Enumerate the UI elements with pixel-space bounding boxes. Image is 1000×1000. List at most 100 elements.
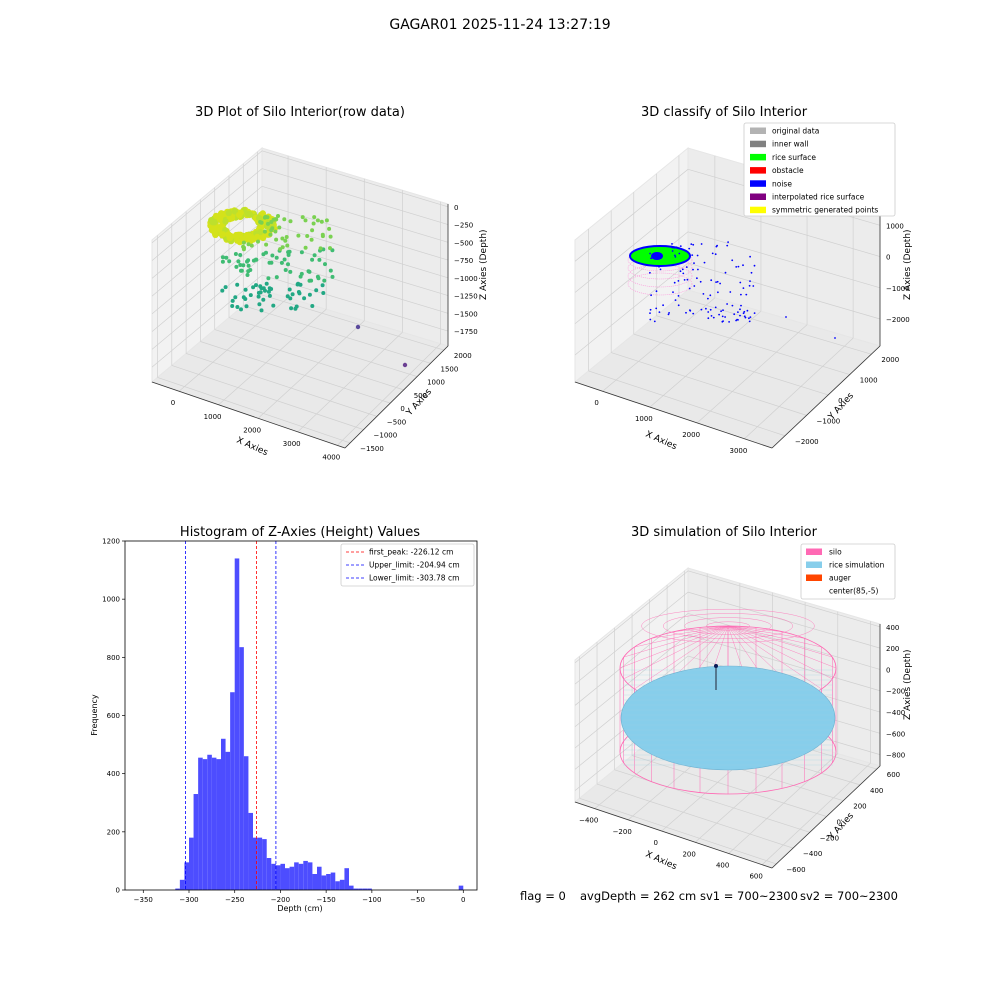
noise-point: [658, 311, 661, 313]
legend-label: first_peak: -226.12 cm: [369, 548, 453, 557]
data-point: [311, 221, 316, 226]
noise-point: [711, 252, 714, 255]
noise-point: [721, 315, 724, 318]
data-point: [274, 237, 279, 242]
panel3-histogram: −350 −300 −250 −200 −150 −100 −50 0 0 200 400 600 80…: [102, 538, 478, 904]
grid-line: [633, 333, 829, 396]
histogram-frame: [124, 540, 478, 891]
data-point: [246, 263, 251, 268]
y-tick-label: 0: [837, 818, 841, 826]
x-axis-line: [151, 381, 346, 449]
z-tick-label: −800: [886, 752, 905, 760]
panel2-zlabel: Z Axies (Depth): [903, 229, 913, 300]
grid-line: [178, 297, 289, 392]
legend-label: inner wall: [772, 140, 809, 149]
data-point: [300, 215, 305, 220]
silo-roof-line: [651, 625, 729, 639]
noise-point: [707, 311, 710, 313]
data-point: [233, 252, 238, 256]
z-tick-label: −200: [886, 688, 905, 696]
histogram-bar: [221, 738, 226, 890]
data-point: [274, 275, 279, 280]
grid-line: [574, 200, 689, 293]
data-point: [266, 276, 271, 281]
noise-point: [834, 337, 836, 339]
noise-point: [690, 243, 693, 246]
noise-point: [733, 313, 736, 316]
center-marker: [714, 664, 718, 668]
legend-label: center(85,-5): [829, 587, 878, 596]
data-point: [317, 257, 322, 262]
noise-point: [677, 304, 680, 307]
noise-point: [649, 308, 652, 311]
noise-point: [714, 306, 717, 309]
grid-line: [261, 168, 449, 225]
x-tick-label: 0: [653, 839, 657, 847]
y-tick-label: 200: [853, 803, 866, 811]
legend-swatch: [806, 561, 822, 568]
data-point: [307, 278, 312, 283]
data-point: [220, 255, 225, 260]
data-point: [211, 230, 219, 237]
x-tick-label: −400: [579, 817, 598, 825]
silo-roof-line: [623, 625, 729, 658]
histogram-bar: [202, 759, 208, 891]
noise-point: [700, 308, 703, 311]
x-axis-line: [574, 381, 773, 449]
grid-line: [696, 324, 808, 424]
noise-point: [720, 310, 722, 313]
noise-point: [785, 316, 787, 318]
x-tick-label: −200: [271, 896, 290, 904]
histogram-bar: [303, 860, 308, 890]
data-point: [243, 297, 248, 301]
data-point: [328, 234, 333, 239]
x-tick-label: 2000: [243, 426, 261, 434]
figure-suptitle: GAGAR01 2025-11-24 13:27:19: [389, 17, 611, 33]
z-tick-label: −2000: [886, 316, 910, 324]
noise-point: [719, 282, 721, 285]
avg-depth-status: avgDepth = 262 cm: [580, 889, 697, 903]
legend-swatch: [806, 574, 822, 581]
data-point: [320, 232, 325, 237]
noise-point: [649, 312, 651, 314]
grid-line: [574, 591, 689, 685]
silo-roof-line: [673, 625, 729, 632]
data-point: [294, 304, 299, 309]
histogram-bar: [321, 875, 327, 890]
panel4-xlabel: X Axies: [644, 850, 679, 873]
histogram-bar: [330, 872, 336, 890]
histogram-bar: [216, 759, 221, 891]
grid-line: [151, 150, 263, 244]
data-point: [225, 231, 232, 238]
noise-point: [740, 293, 742, 296]
noise-point: [744, 316, 747, 319]
z-tick-label: −1750: [454, 328, 478, 336]
legend-label: rice surface: [772, 153, 816, 162]
x-axis-line: [574, 801, 773, 869]
histogram-bar: [312, 874, 317, 890]
data-point: [279, 260, 284, 265]
x-tick-label: 1000: [204, 413, 222, 421]
noise-point: [731, 259, 734, 262]
grid-line: [744, 337, 854, 440]
noise-point: [688, 247, 691, 250]
x-tick-label: 3000: [730, 447, 748, 455]
grid-line: [579, 797, 777, 865]
data-point: [274, 255, 279, 260]
data-point: [316, 276, 321, 281]
z-tick-label: −400: [886, 709, 905, 717]
panel1-3d-plot: 01000200030004000−1500−1000−500050010001…: [150, 146, 478, 461]
data-point: [287, 287, 292, 292]
x-tick-label: 600: [749, 873, 762, 881]
noise-point: [685, 266, 688, 268]
rice-simulation-surface: [620, 665, 836, 771]
noise-point: [721, 320, 724, 323]
histogram-bar: [358, 888, 363, 890]
grid-line: [218, 309, 327, 406]
histogram-bar: [294, 862, 299, 890]
noise-point: [707, 317, 710, 320]
data-point: [248, 293, 253, 298]
silo-roof-line: [634, 625, 729, 648]
noise-point: [700, 243, 703, 245]
data-point: [303, 218, 308, 223]
